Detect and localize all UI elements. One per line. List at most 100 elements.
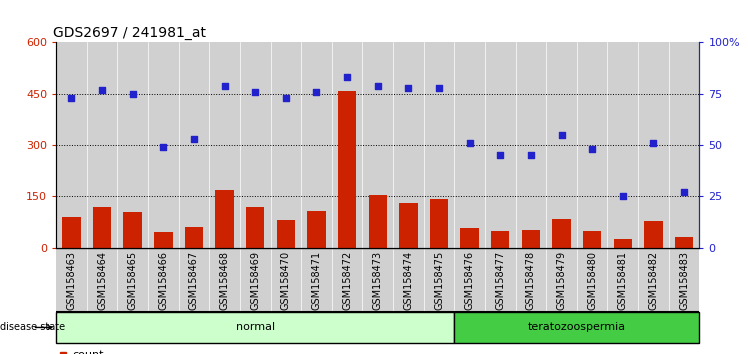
Bar: [675, 237, 693, 248]
Bar: [393, 42, 423, 248]
Point: [188, 136, 200, 142]
Text: GSM158482: GSM158482: [649, 251, 658, 310]
Point: [648, 140, 660, 146]
Text: GSM158477: GSM158477: [495, 251, 505, 310]
Text: GSM158474: GSM158474: [403, 251, 414, 310]
Bar: [93, 207, 111, 248]
Bar: [240, 42, 271, 248]
Bar: [423, 42, 454, 248]
Bar: [583, 231, 601, 248]
Bar: [669, 248, 699, 312]
Text: GDS2697 / 241981_at: GDS2697 / 241981_at: [53, 26, 206, 40]
Text: GSM158479: GSM158479: [557, 251, 566, 310]
Bar: [485, 42, 515, 248]
Bar: [56, 312, 454, 343]
Text: GSM158473: GSM158473: [373, 251, 383, 310]
Bar: [240, 248, 271, 312]
Bar: [607, 42, 638, 248]
Point: [586, 147, 598, 152]
Bar: [301, 42, 332, 248]
Text: GSM158472: GSM158472: [342, 251, 352, 310]
Text: normal: normal: [236, 322, 275, 332]
Point: [464, 140, 476, 146]
Bar: [454, 312, 699, 343]
Bar: [179, 248, 209, 312]
Bar: [515, 248, 546, 312]
Bar: [154, 232, 173, 248]
Point: [310, 89, 322, 95]
Bar: [454, 248, 485, 312]
Bar: [491, 232, 509, 248]
Bar: [454, 42, 485, 248]
Bar: [301, 248, 332, 312]
Text: GSM158480: GSM158480: [587, 251, 597, 310]
Point: [249, 89, 261, 95]
Text: disease state: disease state: [0, 322, 65, 332]
Bar: [577, 42, 607, 248]
Bar: [123, 212, 142, 248]
Point: [678, 189, 690, 195]
Bar: [277, 221, 295, 248]
Bar: [644, 221, 663, 248]
Point: [126, 91, 138, 97]
Text: GSM158475: GSM158475: [434, 251, 444, 310]
Point: [96, 87, 108, 92]
Bar: [399, 203, 417, 248]
Point: [556, 132, 568, 138]
Point: [433, 85, 445, 91]
Bar: [521, 230, 540, 248]
Point: [341, 75, 353, 80]
Bar: [56, 248, 87, 312]
Bar: [515, 42, 546, 248]
Point: [494, 153, 506, 158]
Bar: [215, 190, 234, 248]
Bar: [485, 248, 515, 312]
Text: GSM158463: GSM158463: [67, 251, 76, 310]
Bar: [638, 42, 669, 248]
Bar: [271, 42, 301, 248]
Point: [218, 83, 230, 88]
Bar: [271, 248, 301, 312]
Point: [280, 95, 292, 101]
Text: count: count: [72, 350, 104, 354]
Bar: [87, 42, 117, 248]
Bar: [62, 217, 81, 248]
Text: GSM158464: GSM158464: [97, 251, 107, 310]
Bar: [669, 42, 699, 248]
Text: GSM158468: GSM158468: [220, 251, 230, 310]
Bar: [209, 42, 240, 248]
Point: [402, 85, 414, 91]
Bar: [87, 248, 117, 312]
Point: [617, 194, 629, 199]
Text: GSM158481: GSM158481: [618, 251, 628, 310]
Point: [525, 153, 537, 158]
Bar: [117, 42, 148, 248]
Bar: [332, 248, 363, 312]
Bar: [363, 248, 393, 312]
Bar: [577, 248, 607, 312]
Text: GSM158470: GSM158470: [280, 251, 291, 310]
Bar: [179, 42, 209, 248]
Bar: [393, 248, 423, 312]
Text: GSM158465: GSM158465: [128, 251, 138, 310]
Point: [372, 83, 384, 88]
Bar: [461, 228, 479, 248]
Bar: [546, 42, 577, 248]
Bar: [246, 207, 264, 248]
Text: GSM158478: GSM158478: [526, 251, 536, 310]
Text: GSM158469: GSM158469: [251, 251, 260, 310]
Bar: [56, 42, 87, 248]
Point: [157, 144, 169, 150]
Bar: [117, 248, 148, 312]
Bar: [613, 239, 632, 248]
Text: GSM158466: GSM158466: [159, 251, 168, 310]
Text: GSM158471: GSM158471: [311, 251, 322, 310]
Text: GSM158476: GSM158476: [465, 251, 475, 310]
Bar: [209, 248, 240, 312]
Point: [65, 95, 77, 101]
Bar: [307, 211, 325, 248]
Bar: [148, 42, 179, 248]
Bar: [546, 248, 577, 312]
Text: GSM158483: GSM158483: [679, 251, 689, 310]
Bar: [369, 195, 387, 248]
